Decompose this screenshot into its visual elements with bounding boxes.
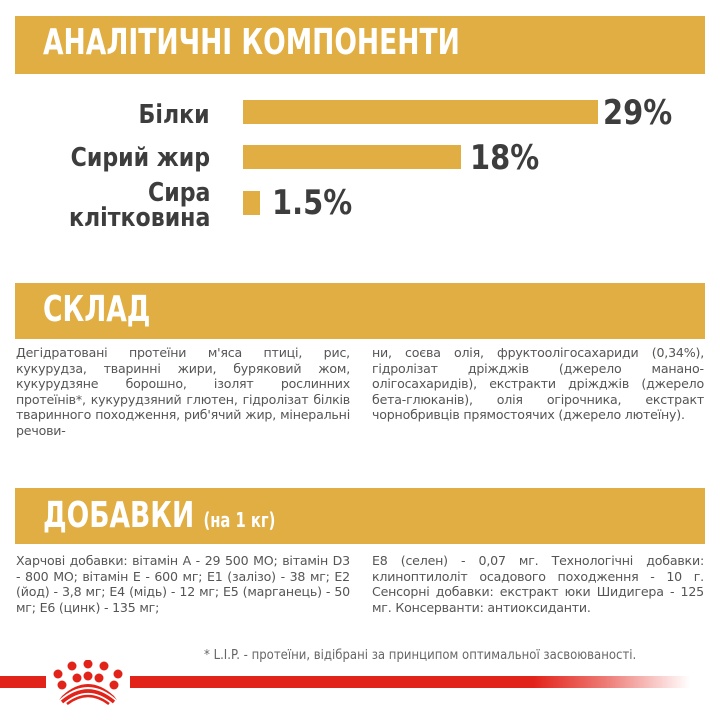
analytical-components-title: АНАЛІТИЧНІ КОМПОНЕНТИ <box>43 22 460 63</box>
footnote: * L.I.P. - протеїни, відібрані за принци… <box>204 648 637 663</box>
additives-text-col2: E8 (селен) - 0,07 мг. Технологічні добав… <box>372 553 704 615</box>
additives-text-col1: Харчові добавки: вітамін A - 29 500 МО; … <box>16 553 350 615</box>
analytical-components-banner: АНАЛІТИЧНІ КОМПОНЕНТИ <box>15 16 705 74</box>
brand-line-right <box>130 676 690 688</box>
additives-title: ДОБАВКИ <box>43 495 195 536</box>
fiber-label-line1: Сира <box>147 178 210 208</box>
composition-banner: СКЛАД <box>15 283 705 339</box>
additives-subtitle: (на 1 кг) <box>203 508 276 532</box>
additives-title-wrap: ДОБАВКИ (на 1 кг) <box>43 495 275 536</box>
composition-text-col2: ни, соєва олія, фруктоолігосахариди (0,3… <box>372 345 704 423</box>
fat-bar <box>243 145 461 169</box>
royal-canin-crown-icon <box>53 660 123 706</box>
fiber-bar <box>243 191 260 215</box>
protein-label: Білки <box>138 100 210 130</box>
fat-label: Сирий жир <box>70 143 210 173</box>
additives-banner: ДОБАВКИ (на 1 кг) <box>15 488 705 544</box>
protein-value: 29% <box>603 93 673 133</box>
fiber-value: 1.5% <box>272 183 353 223</box>
protein-bar <box>243 100 598 124</box>
fiber-label-line2: клітковина <box>68 203 210 233</box>
composition-text-col1: Дегідратовані протеїни м'яса птиці, рис,… <box>16 345 350 438</box>
fat-value: 18% <box>470 138 540 178</box>
brand-line-left <box>0 676 46 688</box>
composition-title: СКЛАД <box>43 289 151 330</box>
